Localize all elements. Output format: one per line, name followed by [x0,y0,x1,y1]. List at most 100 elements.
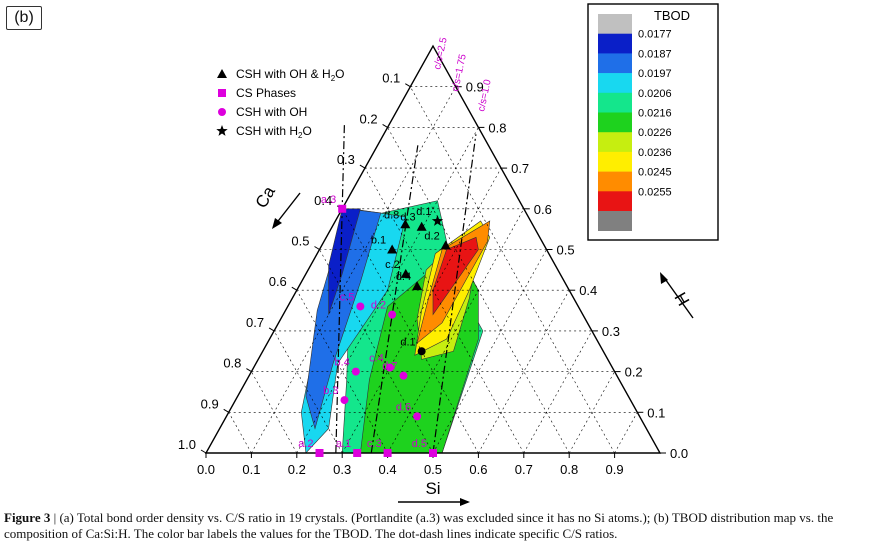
bottom-tick-label: 0.9 [606,462,624,477]
data-point-b-3 [340,396,349,405]
data-point-label: d.6 [396,401,411,413]
caption-text: (a) Total bond order density vs. C/S rat… [4,510,834,541]
data-point-label: a.2 [298,438,313,450]
colorbar-swatch [598,132,632,153]
colorbar-label: 0.0206 [638,88,672,100]
grid-line [319,249,434,454]
bottom-tick-label: 0.1 [242,462,260,477]
bottom-tick-label: 0.6 [469,462,487,477]
axis-title-si: Si [425,479,440,498]
left-tick [223,408,229,413]
data-point-label: c.4 [369,353,384,365]
axis-title-ca: Ca [252,183,280,212]
data-point-b-1 [387,244,398,254]
cs-ratio-line [370,145,419,454]
ca-arrow-head [272,218,282,229]
grid-line [432,249,547,454]
grid-line [614,412,638,454]
left-tick [291,286,298,291]
left-tick-label: 0.2 [360,111,378,126]
colorbar-swatch [598,53,632,74]
left-tick-label: 0.6 [269,274,287,289]
grid-line [228,412,252,454]
colorbar-swatch [598,73,632,94]
right-tick-label: 0.4 [579,283,597,298]
legend-marker [218,108,226,116]
left-tick-label: 0.5 [291,234,309,249]
colorbar-label: 0.0255 [638,186,672,198]
left-tick [314,246,320,250]
grid-line [478,290,570,454]
colorbar-label: 0.0187 [638,48,672,60]
data-point-label: a.1 [336,438,351,450]
left-tick [268,327,275,332]
data-point-label: d.3 [400,212,415,224]
data-point-label: d.4 [396,271,411,283]
colorbar-swatch [598,211,632,231]
cs-ratio-label: c/s=2.5 [432,36,450,71]
colorbar-swatch [598,33,632,54]
data-point-d-1 [417,347,426,356]
data-point-a-3 [338,204,347,213]
data-point-d-5 [429,449,437,457]
left-tick-label: 0.3 [337,152,355,167]
legend-label: CSH with H2O [236,124,312,140]
data-point-d-6 [413,412,422,421]
left-tick-label: 0.1 [382,71,400,86]
right-tick-label: 0.9 [466,80,484,95]
legend-marker [217,69,227,78]
ca-arrow-line [274,192,301,226]
right-tick-label: 0.8 [488,120,506,135]
right-tick-label: 0.0 [670,446,688,461]
data-point-label: d.8 [384,209,399,221]
colorbar-label: 0.0216 [638,108,672,120]
left-tick-label: 0.4 [314,193,332,208]
h-arrow-head [660,272,668,284]
bottom-tick-label: 0.7 [515,462,533,477]
grid-line [296,290,388,454]
left-tick-label: 0.7 [246,315,264,330]
left-tick [359,164,366,169]
data-point-d-1 [431,215,444,226]
data-point-label: b.1 [371,235,386,247]
data-point-label: d.2 [371,300,386,312]
legend-label: CS Phases [236,86,296,100]
right-tick-label: 0.7 [511,161,529,176]
data-point-label: b.4 [335,357,350,369]
ternary-figure: 0.0 0.1 0.2 0.3 0.4 0.5 0.6 0.7 0.8 0.9 0.1 0.2 0.3 0… [178,3,719,506]
grid-line [341,208,479,454]
left-tick [405,83,411,88]
data-point-a-2 [315,449,324,457]
data-point-c-4 [385,363,394,372]
legend-label: CSH with OH [236,105,307,119]
colorbar-title: TBOD [654,8,690,23]
data-point-d-2 [440,240,451,250]
grid-line [523,330,593,454]
left-tick-label: 0.9 [201,396,219,411]
si-arrow-head [460,498,470,506]
data-point-label: c.2 [385,259,400,271]
grid-line [251,371,298,454]
colorbar-label: 0.0226 [638,127,672,139]
left-tick [200,449,207,454]
bottom-tick-label: 0.0 [197,462,215,477]
bottom-tick-label: 0.4 [379,462,397,477]
colorbar-label: 0.0177 [638,29,672,41]
data-point-c-3 [383,449,392,457]
right-tick-label: 0.3 [602,324,620,339]
cs-ratio-line [335,123,346,454]
colorbar-label: 0.0236 [638,147,672,159]
data-point-label: d.5 [412,438,427,450]
colorbar-swatch [598,191,632,212]
data-point-c-5 [356,302,365,311]
grid-line [364,167,525,454]
grid-line [387,127,570,454]
data-point-d-2 [388,310,397,319]
left-tick [246,368,252,373]
grid-line [341,167,502,454]
data-point-label: c.3 [367,438,382,450]
legend-marker [216,125,228,136]
colorbar-swatch [598,171,632,192]
data-point-b-4 [351,367,360,376]
data-point-a-1 [353,449,362,457]
